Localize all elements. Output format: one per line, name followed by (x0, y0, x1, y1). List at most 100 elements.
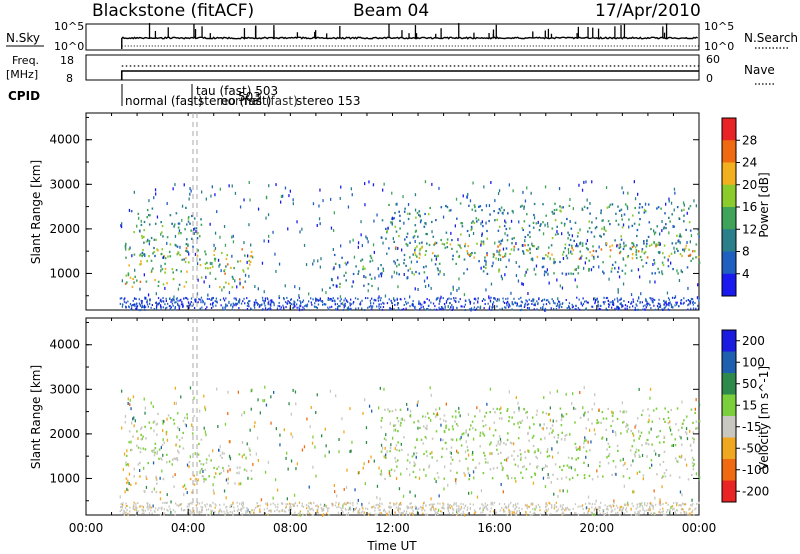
scatter-cell (479, 431, 482, 434)
scatter-cell (338, 502, 340, 504)
scatter-cell (160, 221, 162, 224)
scatter-cell (350, 303, 352, 306)
scatter-cell (457, 243, 460, 247)
scatter-cell (492, 255, 495, 258)
scatter-cell (354, 508, 357, 511)
scatter-cell (663, 244, 666, 247)
scatter-cell (576, 474, 579, 477)
scatter-cell (213, 243, 215, 247)
scatter-cell (329, 298, 331, 301)
scatter-cell (144, 448, 147, 451)
scatter-cell (518, 426, 521, 429)
scatter-cell (143, 229, 145, 232)
scatter-cell (621, 505, 623, 508)
scatter-cell (280, 306, 282, 309)
scatter-cell (159, 476, 161, 480)
scatter-cell (193, 415, 196, 418)
scatter-cell (479, 507, 481, 510)
scatter-cell (378, 512, 380, 515)
scatter-cell (482, 511, 484, 514)
scatter-cell (166, 306, 168, 309)
scatter-cell (506, 304, 508, 307)
scatter-cell (618, 307, 620, 309)
scatter-cell (414, 251, 416, 254)
scatter-cell (572, 305, 574, 308)
scatter-cell (621, 510, 623, 513)
scatter-cell (492, 261, 494, 265)
scatter-cell (345, 299, 348, 302)
scatter-cell (419, 249, 421, 252)
scatter-cell (426, 242, 428, 245)
scatter-cell (370, 302, 372, 305)
scatter-cell (399, 408, 402, 411)
scatter-cell (417, 426, 419, 430)
cpid-normal-1: normal (fast) (125, 94, 203, 108)
scatter-cell (231, 184, 233, 188)
scatter-cell (634, 511, 636, 514)
scatter-cell (392, 237, 394, 241)
scatter-cell (462, 503, 464, 506)
scatter-cell (541, 300, 543, 302)
scatter-cell (250, 308, 253, 311)
scatter-cell (135, 507, 137, 510)
scatter-cell (174, 306, 176, 308)
scatter-cell (321, 301, 324, 304)
scatter-cell (418, 507, 420, 510)
scatter-cell (448, 297, 450, 300)
scatter-cell (686, 437, 689, 441)
scatter-cell (406, 276, 408, 280)
scatter-cell (415, 455, 417, 459)
scatter-cell (616, 244, 618, 248)
scatter-cell (614, 508, 616, 511)
scatter-cell (388, 247, 390, 250)
scatter-cell (582, 446, 585, 449)
scatter-cell (619, 410, 622, 413)
scatter-cell (675, 301, 677, 304)
scatter-cell (138, 302, 141, 305)
scatter-cell (517, 464, 519, 468)
scatter-cell (586, 239, 588, 243)
scatter-cell (297, 514, 299, 517)
scatter-cell (606, 206, 609, 209)
scatter-cell (667, 265, 670, 268)
scatter-cell (698, 403, 701, 407)
scatter-cell (526, 416, 528, 420)
scatter-cell (529, 251, 531, 255)
scatter-cell (158, 457, 160, 460)
scatter-cell (578, 298, 580, 301)
scatter-cell (647, 235, 650, 238)
scatter-cell (423, 452, 425, 456)
scatter-cell (667, 416, 670, 420)
scatter-cell (193, 396, 195, 400)
scatter-cell (225, 265, 227, 268)
scatter-cell (559, 303, 561, 306)
scatter-cell (440, 295, 442, 299)
scatter-cell (512, 210, 514, 214)
scatter-cell (401, 248, 403, 252)
scatter-cell (473, 204, 476, 207)
scatter-cell (632, 305, 634, 308)
scatter-cell (221, 451, 223, 455)
scatter-cell (449, 308, 451, 311)
scatter-cell (119, 297, 121, 300)
scatter-cell (125, 301, 127, 304)
scatter-cell (606, 296, 609, 299)
scatter-cell (494, 219, 496, 222)
scatter-cell (213, 249, 216, 252)
scatter-cell (379, 509, 381, 512)
scatter-cell (317, 303, 320, 306)
scatter-cell (150, 236, 153, 240)
scatter-cell (173, 225, 175, 228)
scatter-cell (192, 245, 194, 248)
scatter-cell (532, 512, 535, 515)
scatter-cell (691, 298, 694, 301)
scatter-cell (173, 295, 175, 299)
scatter-cell (533, 451, 536, 454)
scatter-cell (143, 235, 145, 238)
scatter-cell (377, 506, 379, 509)
scatter-cell (522, 282, 524, 286)
scatter-cell (523, 205, 525, 208)
scatter-cell (155, 302, 157, 304)
scatter-cell (236, 509, 239, 512)
scatter-cell (222, 297, 225, 300)
